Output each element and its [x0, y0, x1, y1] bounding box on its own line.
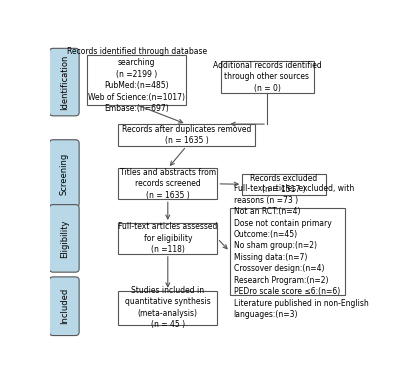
Bar [220, 61, 314, 93]
Text: Full-text articles excluded, with
reasons (n =73 )
Not an RCT:(n=4)
Dose not con: Full-text articles excluded, with reason… [234, 184, 368, 319]
Text: Identification: Identification [60, 54, 69, 110]
Bar [230, 208, 344, 295]
Text: Screening: Screening [60, 152, 69, 195]
Bar [118, 169, 218, 199]
Bar [242, 173, 326, 195]
FancyBboxPatch shape [49, 277, 79, 336]
Text: Records excluded
(n = 1517 ): Records excluded (n = 1517 ) [250, 174, 318, 195]
Text: Records identified through database
searching
(n =2199 )
PubMed:(n=485)
Web of S: Records identified through database sear… [67, 47, 207, 113]
Text: Records after duplicates removed
(n = 1635 ): Records after duplicates removed (n = 16… [122, 125, 251, 146]
Text: Eligibility: Eligibility [60, 219, 69, 258]
Text: Full-text articles assessed
for eligibility
(n =118): Full-text articles assessed for eligibil… [118, 223, 218, 254]
Bar [118, 223, 218, 254]
FancyBboxPatch shape [49, 140, 79, 207]
Text: Titles and abstracts from
records screened
(n = 1635 ): Titles and abstracts from records screen… [120, 168, 216, 200]
FancyBboxPatch shape [49, 48, 79, 116]
Text: Additional records identified
through other sources
(n = 0): Additional records identified through ot… [213, 61, 321, 93]
Text: Included: Included [60, 288, 69, 324]
FancyBboxPatch shape [49, 205, 79, 272]
Bar [118, 291, 218, 325]
Text: Studies included in
quantitative synthesis
(meta-analysis)
(n = 45 ): Studies included in quantitative synthes… [125, 286, 211, 329]
Bar [87, 55, 186, 105]
Bar [118, 124, 255, 146]
